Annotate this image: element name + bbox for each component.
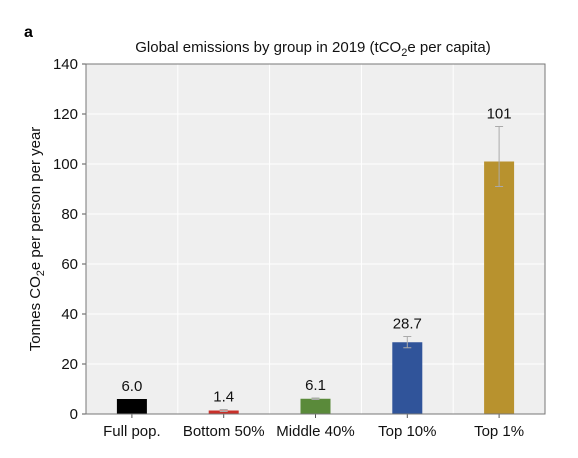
chart-title-main: Global emissions by group in 2019 (tCO — [135, 39, 401, 56]
category-label-4: Top 10% — [378, 423, 436, 440]
data-label-5: 101 — [487, 106, 512, 123]
category-label-3: Middle 40% — [276, 423, 354, 440]
x-axis-categories: Full pop. Bottom 50% Middle 40% Top 10% Top … — [103, 414, 524, 440]
y-tick-label: 20 — [61, 356, 78, 373]
panel-label: a — [24, 24, 33, 41]
data-labels: 6.0 1.4 6.1 28.7 101 — [121, 106, 511, 406]
y-tick-label: 120 — [53, 106, 78, 123]
error-bars — [219, 126, 504, 412]
y-tick-label: 40 — [61, 306, 78, 323]
data-label-4: 28.7 — [393, 316, 422, 333]
y-axis-label: Tonnes CO2e per person per year — [27, 127, 47, 352]
data-label-2: 1.4 — [213, 389, 234, 406]
category-label-2: Bottom 50% — [183, 423, 265, 440]
bar-1 — [116, 399, 147, 414]
bar-2 — [208, 410, 239, 414]
y-tick-label: 80 — [61, 206, 78, 223]
category-label-1: Full pop. — [103, 423, 161, 440]
y-tick-label: 140 — [53, 56, 78, 73]
bar-4 — [392, 342, 423, 414]
data-label-1: 6.0 — [121, 378, 142, 395]
chart-title: Global emissions by group in 2019 (tCO2e… — [135, 39, 490, 59]
bar-3 — [300, 398, 331, 414]
plot-area — [86, 64, 545, 414]
category-label-5: Top 1% — [474, 423, 524, 440]
y-axis-label-tail: e per person per year — [27, 127, 44, 270]
chart-title-tail: e per capita) — [407, 39, 490, 56]
bars — [116, 161, 515, 414]
y-axis-ticks: 0 20 40 60 80 100 120 140 — [53, 56, 86, 423]
y-tick-label: 100 — [53, 156, 78, 173]
y-tick-label: 60 — [61, 256, 78, 273]
y-axis-label-subscript: 2 — [35, 270, 47, 276]
chart-title-subscript: 2 — [401, 47, 407, 59]
bar-5 — [484, 161, 515, 414]
y-axis-label-main: Tonnes CO — [27, 276, 44, 351]
plot-frame — [85, 63, 546, 415]
y-tick-label: 0 — [70, 406, 78, 423]
data-label-3: 6.1 — [305, 377, 326, 394]
